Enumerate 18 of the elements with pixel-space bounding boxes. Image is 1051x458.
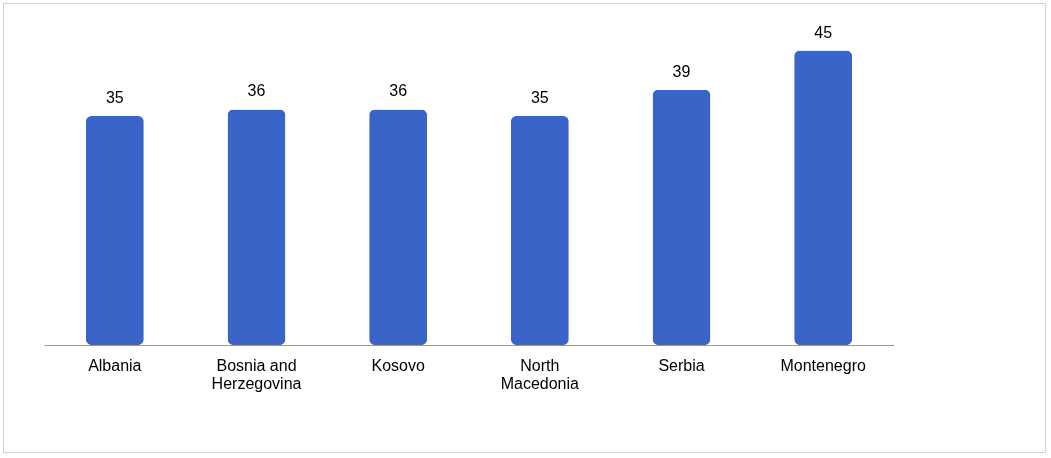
bar xyxy=(85,115,144,345)
x-tick-label: Albania xyxy=(88,356,142,374)
x-tick-label: North Macedonia xyxy=(500,356,580,392)
x-tick-label: Serbia xyxy=(658,356,705,374)
bar xyxy=(652,89,711,345)
bar xyxy=(227,109,286,345)
data-label: 36 xyxy=(247,82,266,100)
bar xyxy=(510,115,569,345)
x-tick-label: Kosovo xyxy=(371,356,425,374)
bar xyxy=(369,109,428,345)
data-label: 39 xyxy=(672,62,691,80)
data-label: 45 xyxy=(814,23,833,41)
data-label: 35 xyxy=(105,88,124,106)
data-label: 36 xyxy=(389,82,408,100)
bar xyxy=(794,50,853,345)
x-tick-label: Bosnia and Herzegovina xyxy=(211,356,302,392)
x-tick-label: Montenegro xyxy=(780,356,866,374)
data-label: 35 xyxy=(530,88,549,106)
